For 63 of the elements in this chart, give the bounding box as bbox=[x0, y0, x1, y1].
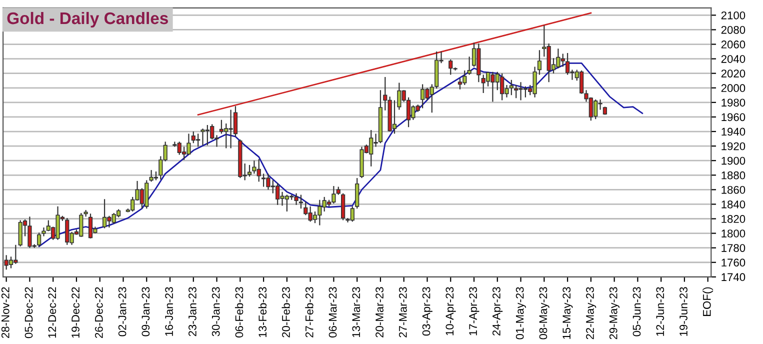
x-tick-label: 19-Jun-23 bbox=[680, 287, 688, 336]
candlestick bbox=[298, 194, 304, 210]
chart-title: Gold - Daily Candles bbox=[7, 12, 168, 28]
x-tick-label: 16-Jan-23 bbox=[165, 287, 173, 336]
y-tick-label: 1920 bbox=[722, 142, 746, 150]
x-tick-label: 26-Dec-22 bbox=[94, 287, 103, 338]
y-tick-label: 2040 bbox=[721, 55, 746, 63]
x-tick-label: 03-Apr-23 bbox=[422, 287, 432, 336]
x-tick-label: 27-Feb-23 bbox=[305, 287, 314, 338]
candlestick bbox=[8, 256, 14, 269]
x-tick-label: 08-May-23 bbox=[539, 287, 550, 340]
x-tick-label: 19-Dec-22 bbox=[72, 287, 80, 338]
x-tick-label: 13-Mar-23 bbox=[352, 287, 360, 338]
y-tick-label: 1980 bbox=[722, 98, 746, 107]
x-tick-label: 29-May-23 bbox=[609, 287, 620, 340]
x-tick-label: 20-Feb-23 bbox=[282, 287, 290, 338]
x-tick-label: 12-Dec-22 bbox=[48, 287, 56, 338]
x-tick-label: 24-Apr-23 bbox=[492, 287, 503, 336]
x-tick-label: 22-May-23 bbox=[586, 287, 596, 340]
candlestick bbox=[340, 192, 346, 221]
x-tick-label: 13-Feb-23 bbox=[258, 287, 267, 338]
y-tick-label: 1740 bbox=[722, 273, 746, 282]
candlestick bbox=[219, 119, 224, 134]
candlestick bbox=[355, 177, 360, 210]
y-tick-label: 1960 bbox=[722, 113, 746, 122]
x-tick-label: 27-Mar-23 bbox=[398, 287, 407, 338]
y-tick-label: 1880 bbox=[722, 171, 746, 180]
x-tick-label: 12-Jun-23 bbox=[656, 287, 664, 336]
x-tick-label: 23-Jan-23 bbox=[188, 287, 196, 336]
y-tick-label: 2020 bbox=[721, 70, 746, 78]
x-tick-label: 20-Mar-23 bbox=[376, 287, 384, 338]
candlestick bbox=[537, 50, 542, 76]
x-tick-label: 17-Apr-23 bbox=[469, 287, 480, 336]
x-tick-label: 05-Jun-23 bbox=[632, 287, 641, 336]
y-tick-label: 2100 bbox=[721, 11, 746, 20]
x-tick-label: 09-Jan-23 bbox=[142, 287, 150, 336]
y-tick-label: 2080 bbox=[721, 26, 746, 34]
y-tick-label: 1860 bbox=[722, 186, 746, 194]
x-tick-label: 06-Mar-23 bbox=[328, 287, 337, 338]
candlestick bbox=[467, 56, 472, 76]
x-tick-label: 06-Feb-23 bbox=[234, 287, 244, 338]
x-tick-label: 15-May-23 bbox=[562, 287, 573, 339]
x-tick-label: 28-Nov-22 bbox=[1, 287, 10, 338]
y-tick-label: 2000 bbox=[721, 84, 746, 92]
y-tick-label: 1940 bbox=[722, 128, 746, 136]
candlestick bbox=[247, 164, 252, 178]
x-tick-label: 10-Apr-23 bbox=[446, 287, 456, 336]
x-tick-label: 01-May-23 bbox=[516, 287, 526, 340]
candlestick bbox=[392, 100, 397, 134]
y-tick-label: 2060 bbox=[721, 40, 746, 48]
x-tick-label: 02-Jan-23 bbox=[118, 287, 126, 336]
y-tick-label: 1760 bbox=[722, 258, 746, 267]
y-tick-label: 1800 bbox=[722, 230, 746, 238]
x-tick-label: EOF() bbox=[702, 287, 714, 316]
x-tick-label: 30-Jan-23 bbox=[212, 287, 220, 336]
y-tick-label: 1900 bbox=[722, 156, 746, 165]
y-tick-label: 1820 bbox=[722, 215, 746, 223]
line-series bbox=[38, 62, 644, 248]
candlestick bbox=[458, 78, 462, 90]
y-tick-label: 1780 bbox=[722, 244, 746, 252]
y-tick-label: 1840 bbox=[722, 200, 746, 208]
candlestick bbox=[88, 213, 93, 239]
x-tick-label: 05-Dec-22 bbox=[24, 287, 33, 338]
